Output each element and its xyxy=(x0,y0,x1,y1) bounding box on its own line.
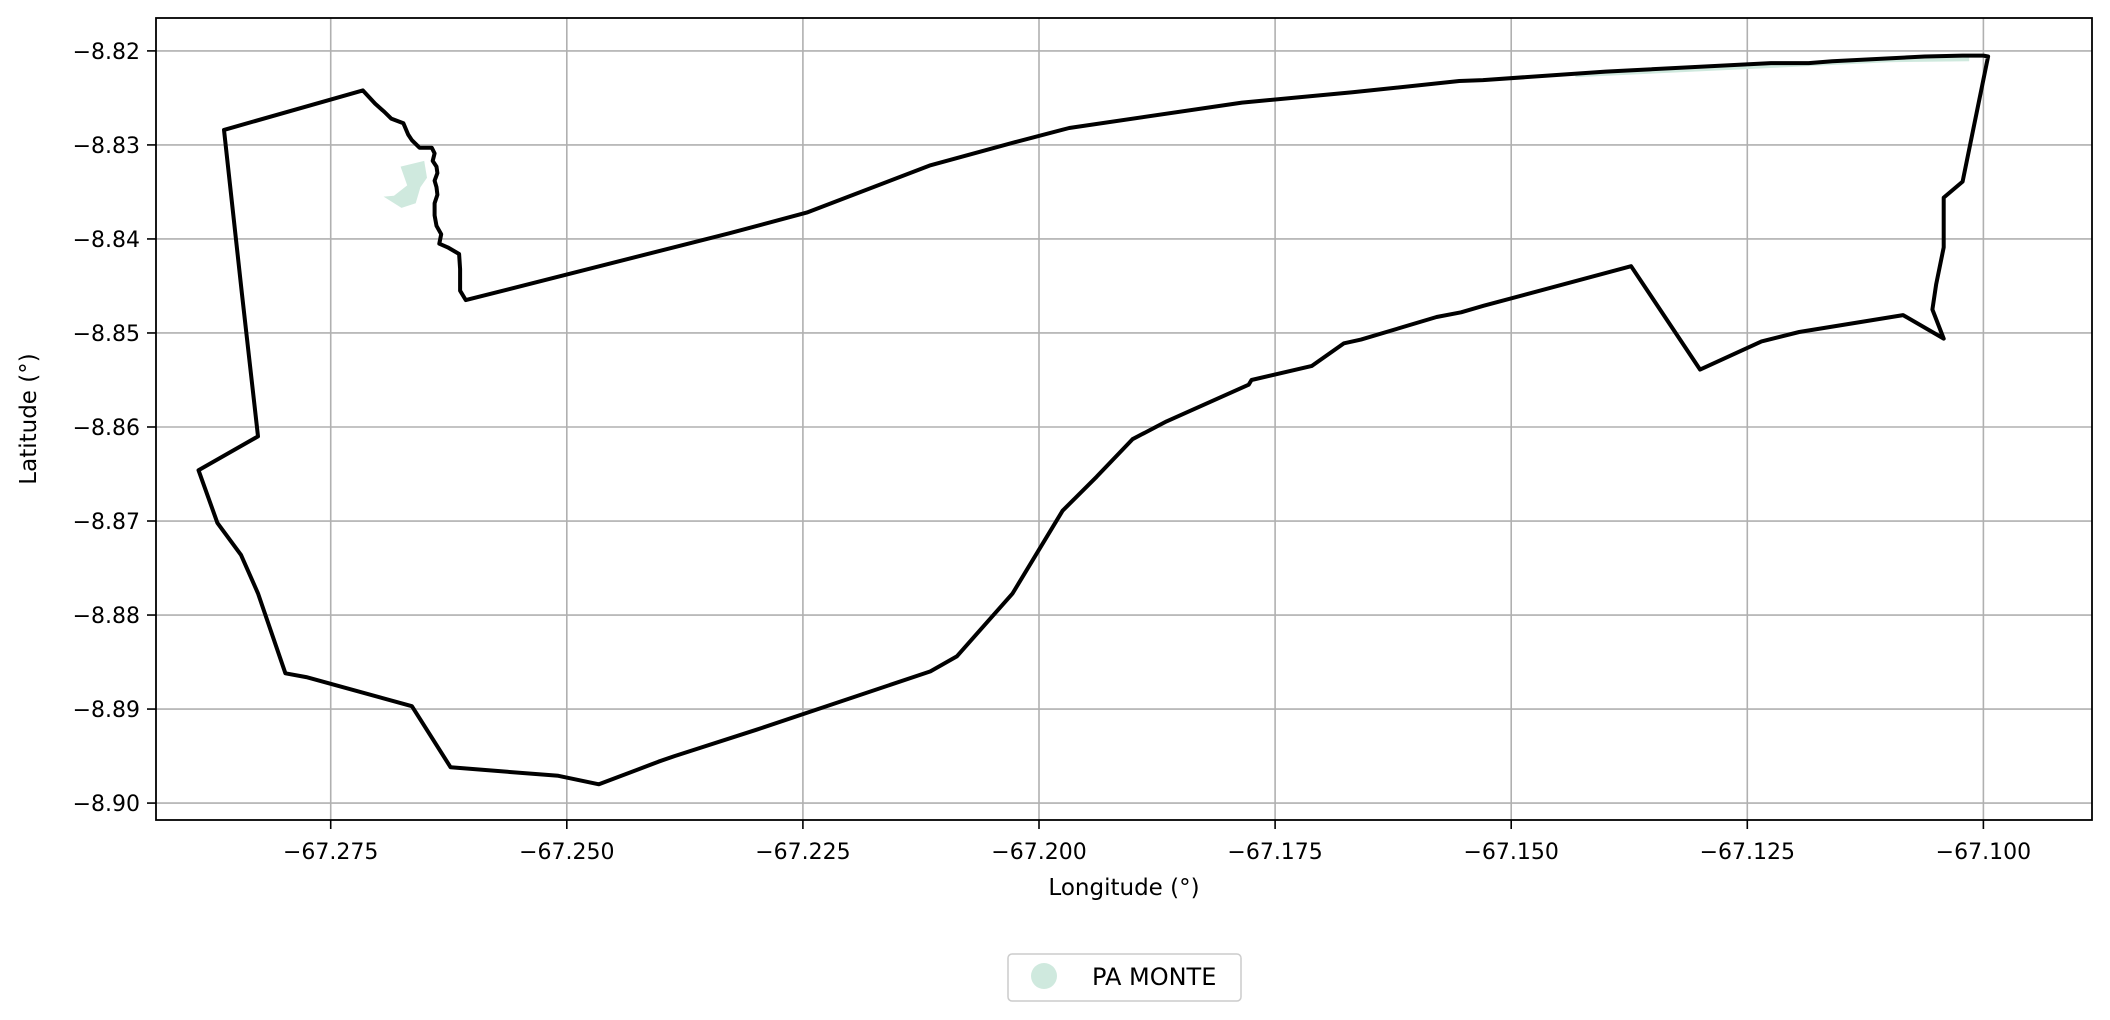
y-axis-ticks: −8.82 −8.83 −8.84 −8.85 −8.86 −8.87 −8.88 −8.89… xyxy=(73,40,156,817)
x-tick-label: −67.225 xyxy=(755,840,850,865)
legend-marker-pa-monte xyxy=(1031,963,1057,989)
y-tick-label: −8.88 xyxy=(73,604,140,629)
x-tick-label: −67.200 xyxy=(991,840,1086,865)
pa-monte-area xyxy=(1575,57,1970,78)
y-tick-label: −8.82 xyxy=(73,40,140,65)
x-tick-label: −67.150 xyxy=(1463,840,1558,865)
boundary-outline xyxy=(196,53,1991,787)
pa-monte-areas xyxy=(383,57,1970,208)
y-tick-label: −8.86 xyxy=(73,416,140,441)
x-axis-label: Longitude (°) xyxy=(1048,875,1199,901)
y-tick-label: −8.87 xyxy=(73,510,140,535)
y-tick-label: −8.90 xyxy=(73,792,140,817)
map-layer xyxy=(196,53,1991,787)
legend-label-pa-monte: PA MONTE xyxy=(1092,963,1216,991)
plot-frame xyxy=(155,17,2093,821)
pa-monte-area xyxy=(383,160,427,208)
x-tick-label: −67.275 xyxy=(283,840,378,865)
x-tick-label: −67.125 xyxy=(1700,840,1795,865)
y-tick-label: −8.84 xyxy=(73,228,140,253)
x-tick-label: −67.100 xyxy=(1936,840,2031,865)
x-axis-ticks: −67.275 −67.250 −67.225 −67.200 −67.175 −67.1… xyxy=(283,820,2031,865)
x-tick-label: −67.175 xyxy=(1227,840,1322,865)
y-tick-label: −8.89 xyxy=(73,698,140,723)
boundary-layer xyxy=(196,53,1991,787)
y-tick-label: −8.85 xyxy=(73,322,140,347)
y-axis-label: Latitude (°) xyxy=(16,353,42,484)
y-tick-label: −8.83 xyxy=(73,134,140,159)
legend-frame xyxy=(1007,953,1242,1002)
legend: PA MONTE xyxy=(1007,953,1242,1002)
x-tick-label: −67.250 xyxy=(519,840,614,865)
grid-lines xyxy=(156,18,2092,820)
